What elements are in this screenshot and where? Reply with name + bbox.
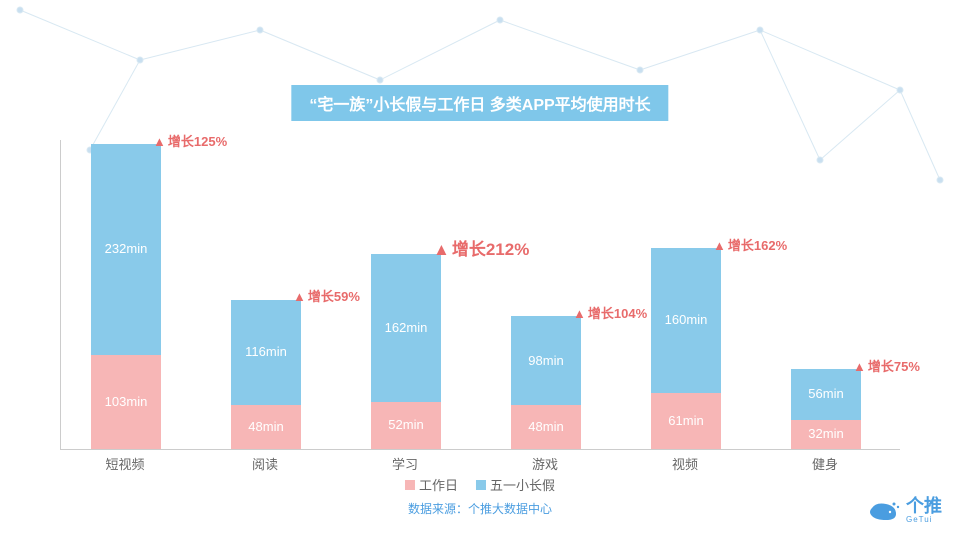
x-axis-label: 阅读	[230, 454, 300, 473]
bar-segment-holiday: 98min	[511, 316, 581, 405]
bar-segment-holiday: 56min	[791, 369, 861, 420]
bar-value-holiday: 98min	[511, 353, 581, 368]
bar-value-workday: 103min	[91, 394, 161, 409]
growth-label: ▲增长75%	[853, 356, 920, 375]
x-axis-label: 健身	[790, 454, 860, 473]
legend-label: 五一小长假	[490, 475, 555, 494]
bar-value-workday: 61min	[651, 413, 721, 428]
legend: 工作日 五一小长假	[405, 475, 555, 494]
bar-segment-workday: 103min	[91, 355, 161, 449]
bar-group: 103min 232min	[91, 144, 161, 449]
bar-segment-workday: 61min	[651, 393, 721, 449]
bar-value-holiday: 116min	[231, 344, 301, 359]
legend-swatch	[476, 480, 486, 490]
x-axis-label: 短视频	[90, 454, 160, 473]
growth-label: ▲增长59%	[293, 286, 360, 305]
bar-value-holiday: 160min	[651, 312, 721, 327]
chart-area: 103min232min▲增长125%48min116min▲增长59%52mi…	[60, 140, 900, 450]
bar-segment-holiday: 232min	[91, 144, 161, 356]
growth-label: ▲增长162%	[713, 235, 787, 254]
chart-title: “宅一族”小长假与工作日 多类APP平均使用时长	[291, 85, 668, 121]
bar-segment-holiday: 160min	[651, 248, 721, 394]
growth-label: ▲增长212%	[433, 235, 529, 260]
x-axis-label: 学习	[370, 454, 440, 473]
legend-item: 五一小长假	[476, 475, 555, 494]
bar-segment-workday: 48min	[231, 405, 301, 449]
legend-swatch	[405, 480, 415, 490]
x-axis-label: 游戏	[510, 454, 580, 473]
bar-group: 61min 160min	[651, 248, 721, 450]
bar-group: 32min 56min	[791, 369, 861, 449]
bar-segment-workday: 52min	[371, 402, 441, 449]
bar-group: 48min 116min	[231, 299, 301, 449]
legend-label: 工作日	[419, 475, 458, 494]
brand-logo: 个推 GeTui	[866, 497, 942, 524]
legend-item: 工作日	[405, 475, 458, 494]
bar-value-workday: 48min	[511, 419, 581, 434]
data-source: 数据来源：个推大数据中心	[408, 500, 552, 517]
bar-segment-workday: 48min	[511, 405, 581, 449]
bar-value-holiday: 232min	[91, 241, 161, 256]
logo-text: 个推	[906, 497, 942, 515]
whale-icon	[866, 498, 900, 524]
growth-label: ▲增长104%	[573, 303, 647, 322]
logo-subtext: GeTui	[906, 515, 942, 524]
bar-value-workday: 48min	[231, 419, 301, 434]
bar-value-holiday: 56min	[791, 386, 861, 401]
bar-value-holiday: 162min	[371, 320, 441, 335]
bar-value-workday: 32min	[791, 426, 861, 441]
bar-group: 52min 162min	[371, 254, 441, 449]
bar-group: 48min 98min	[511, 316, 581, 449]
bar-segment-workday: 32min	[791, 420, 861, 449]
x-axis-label: 视频	[650, 454, 720, 473]
bar-value-workday: 52min	[371, 417, 441, 432]
growth-label: ▲增长125%	[153, 131, 227, 150]
bar-segment-holiday: 162min	[371, 254, 441, 402]
bar-segment-holiday: 116min	[231, 300, 301, 406]
plot-area: 103min232min▲增长125%48min116min▲增长59%52mi…	[60, 140, 900, 450]
